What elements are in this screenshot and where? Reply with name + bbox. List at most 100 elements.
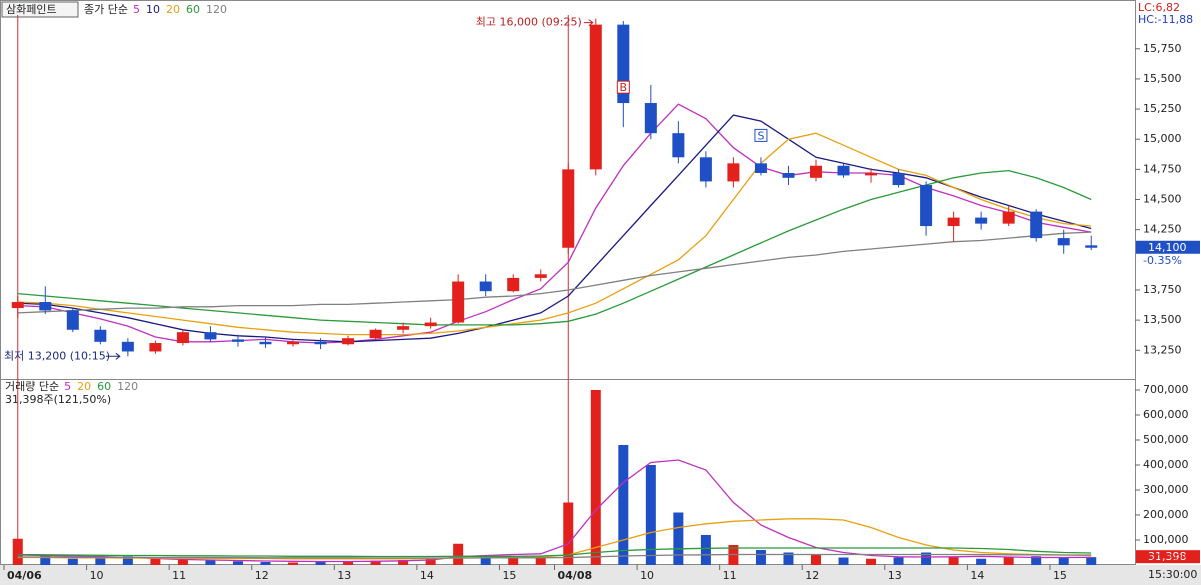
candle-body bbox=[66, 310, 79, 330]
ratio-label: 121.50% bbox=[1143, 552, 1192, 565]
ma-line bbox=[17, 114, 1092, 343]
y-tick-label: 15,750 bbox=[1143, 42, 1182, 55]
volume-info: 31,398주(121,50%) bbox=[5, 393, 111, 406]
y-tick-label: 600,000 bbox=[1143, 408, 1189, 421]
volume-bar bbox=[12, 538, 23, 565]
y-tick-label: 14,500 bbox=[1143, 193, 1182, 206]
volume-bar bbox=[398, 560, 409, 565]
candle-body bbox=[1057, 238, 1070, 246]
volume-bar bbox=[645, 465, 656, 565]
candle-body bbox=[314, 341, 327, 345]
ma-line bbox=[17, 231, 1092, 314]
x-tick-label: 10 bbox=[640, 569, 654, 582]
volume-bar bbox=[810, 555, 821, 565]
candle-body bbox=[287, 341, 300, 345]
y-tick-label: 400,000 bbox=[1143, 458, 1189, 471]
ma-line bbox=[17, 132, 1092, 336]
change-label: -0.35% bbox=[1143, 254, 1182, 267]
volume-bar bbox=[343, 562, 354, 565]
x-tick-label: 11 bbox=[172, 569, 186, 582]
candle-body bbox=[892, 172, 905, 186]
candle-body bbox=[975, 217, 988, 224]
volume-bar bbox=[177, 560, 188, 565]
time-label: 15:30:00 bbox=[1148, 568, 1197, 581]
volume-bar bbox=[893, 557, 904, 565]
ma-line bbox=[17, 547, 1092, 558]
candle-body bbox=[121, 341, 134, 352]
y-tick-label: 14,750 bbox=[1143, 162, 1182, 175]
x-tick-label: 04/08 bbox=[558, 569, 593, 582]
candle-body bbox=[507, 277, 520, 292]
volume-bar bbox=[590, 390, 601, 565]
high-annotation: 최고 16,000 (09:25) bbox=[476, 16, 582, 29]
legend-entry: 5 bbox=[64, 380, 71, 393]
ma-line bbox=[17, 553, 1092, 559]
candle-body bbox=[452, 281, 465, 323]
volume-bar bbox=[1003, 557, 1014, 565]
legend-entry: 120 bbox=[117, 380, 138, 393]
candle-body bbox=[1030, 211, 1043, 239]
candle-body bbox=[259, 341, 272, 345]
y-tick-label: 13,250 bbox=[1143, 343, 1182, 356]
low-annotation: 최저 13,200 (10:15) bbox=[4, 349, 110, 362]
volume-bar bbox=[673, 512, 684, 565]
volume-bar bbox=[866, 558, 877, 565]
y-tick-label: 13,750 bbox=[1143, 283, 1182, 296]
legend-entry: 20 bbox=[166, 3, 180, 16]
x-tick-label: 11 bbox=[723, 569, 737, 582]
y-tick-label: 15,000 bbox=[1143, 132, 1182, 145]
candle-body bbox=[947, 217, 960, 227]
volume-bar bbox=[618, 445, 629, 565]
y-tick-label: 13,500 bbox=[1143, 313, 1182, 326]
candle-body bbox=[149, 343, 162, 352]
x-tick-label: 12 bbox=[255, 569, 269, 582]
candle-body bbox=[424, 322, 437, 327]
y-tick-label: 14,250 bbox=[1143, 223, 1182, 236]
y-tick-label: 500,000 bbox=[1143, 433, 1189, 446]
trade-marker: B bbox=[620, 81, 628, 94]
low-arrow bbox=[105, 352, 121, 360]
candle-body bbox=[1002, 211, 1015, 224]
candle-body bbox=[534, 274, 547, 278]
candle-body bbox=[837, 165, 850, 176]
candle-body bbox=[865, 172, 878, 176]
legend-entry: 5 bbox=[133, 3, 140, 16]
x-tick-label: 14 bbox=[420, 569, 434, 582]
x-tick-label: 10 bbox=[90, 569, 104, 582]
volume-bar bbox=[425, 558, 436, 565]
last-price-box bbox=[1136, 240, 1200, 254]
volume-bar bbox=[288, 562, 299, 565]
candle-body bbox=[809, 165, 822, 178]
volume-bar bbox=[508, 557, 519, 565]
y-tick-label: 15,250 bbox=[1143, 102, 1182, 115]
volume-bar bbox=[480, 555, 491, 565]
candle-body bbox=[397, 326, 410, 330]
trade-marker-box bbox=[754, 128, 768, 142]
volume-bar bbox=[921, 552, 932, 565]
hc-label: HC:-11,88 bbox=[1138, 13, 1193, 26]
legend-entry: 60 bbox=[97, 380, 111, 393]
x-tick-label: 15 bbox=[1053, 569, 1067, 582]
volume-bar bbox=[205, 560, 216, 565]
x-axis-strip bbox=[0, 565, 1201, 585]
volume-bar bbox=[563, 502, 574, 565]
volume-bar bbox=[1086, 557, 1097, 565]
candle-body bbox=[369, 329, 382, 339]
legend-title: 종가 단순 bbox=[84, 3, 128, 16]
volume-bar bbox=[260, 562, 271, 565]
volume-bar bbox=[755, 550, 766, 565]
y-tick-label: 100,000 bbox=[1143, 533, 1189, 546]
legend-title: 거래량 단순 bbox=[5, 380, 59, 393]
volume-bar bbox=[700, 535, 711, 565]
candle-body bbox=[342, 338, 355, 345]
x-tick-label: 15 bbox=[502, 569, 516, 582]
volume-bar bbox=[1031, 556, 1042, 565]
volume-bar bbox=[67, 558, 78, 565]
volume-bar bbox=[122, 556, 133, 565]
ma-line bbox=[17, 103, 1092, 344]
y-tick-label: 15,500 bbox=[1143, 72, 1182, 85]
candle-body bbox=[589, 24, 602, 170]
candle-body bbox=[231, 339, 244, 342]
volume-bar bbox=[948, 557, 959, 565]
candle-body bbox=[94, 329, 107, 342]
